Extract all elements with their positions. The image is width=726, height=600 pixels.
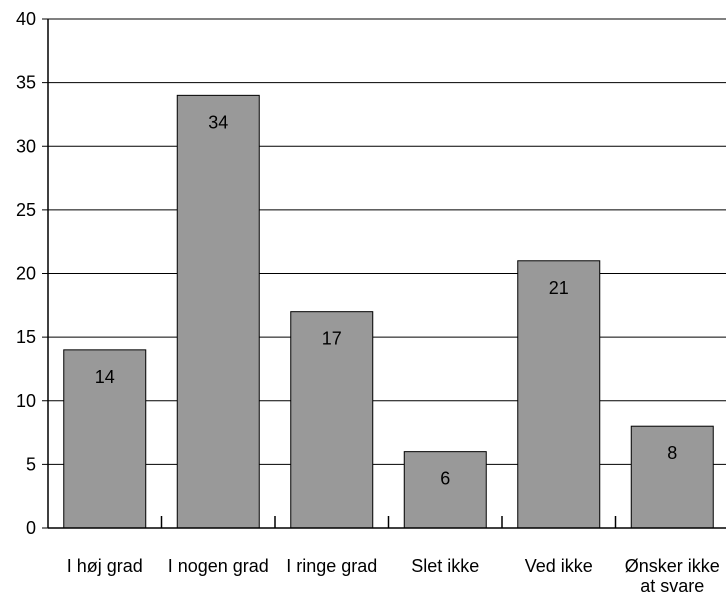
x-tick-label: I nogen grad (167, 556, 269, 576)
y-tick-label: 30 (16, 136, 36, 156)
data-label: 21 (549, 278, 569, 298)
y-tick-labels: 0 5 10 15 20 25 30 35 40 (16, 9, 36, 538)
data-labels: 14 34 17 6 21 8 (95, 112, 678, 488)
bar (176, 94, 260, 529)
y-tick-label: 20 (16, 264, 36, 284)
y-tick-label: 10 (16, 391, 36, 411)
x-tick-label: I ringe grad (286, 556, 378, 576)
data-label: 6 (440, 469, 450, 489)
bar (517, 260, 601, 529)
bars (63, 94, 714, 529)
y-tick-label: 15 (16, 327, 36, 347)
bar (63, 349, 147, 529)
y-tick-label: 25 (16, 200, 36, 220)
y-tick-label: 40 (16, 9, 36, 29)
x-tick-label: I høj grad (66, 556, 143, 576)
y-tick-label: 35 (16, 73, 36, 93)
x-tick-label: Ønsker ikke at svare (624, 556, 720, 596)
data-label: 34 (208, 112, 228, 132)
data-label: 17 (322, 329, 342, 349)
x-tick-label: Slet ikke (411, 556, 480, 576)
axes (42, 18, 726, 529)
bar (403, 451, 487, 529)
data-label: 8 (667, 443, 677, 463)
bar (630, 425, 714, 529)
data-label: 14 (95, 367, 115, 387)
gridlines (48, 18, 726, 465)
y-tick-label: 0 (26, 518, 36, 538)
y-tick-label: 5 (26, 454, 36, 474)
bar (290, 311, 374, 529)
x-tick-label: Ved ikke (524, 556, 593, 576)
